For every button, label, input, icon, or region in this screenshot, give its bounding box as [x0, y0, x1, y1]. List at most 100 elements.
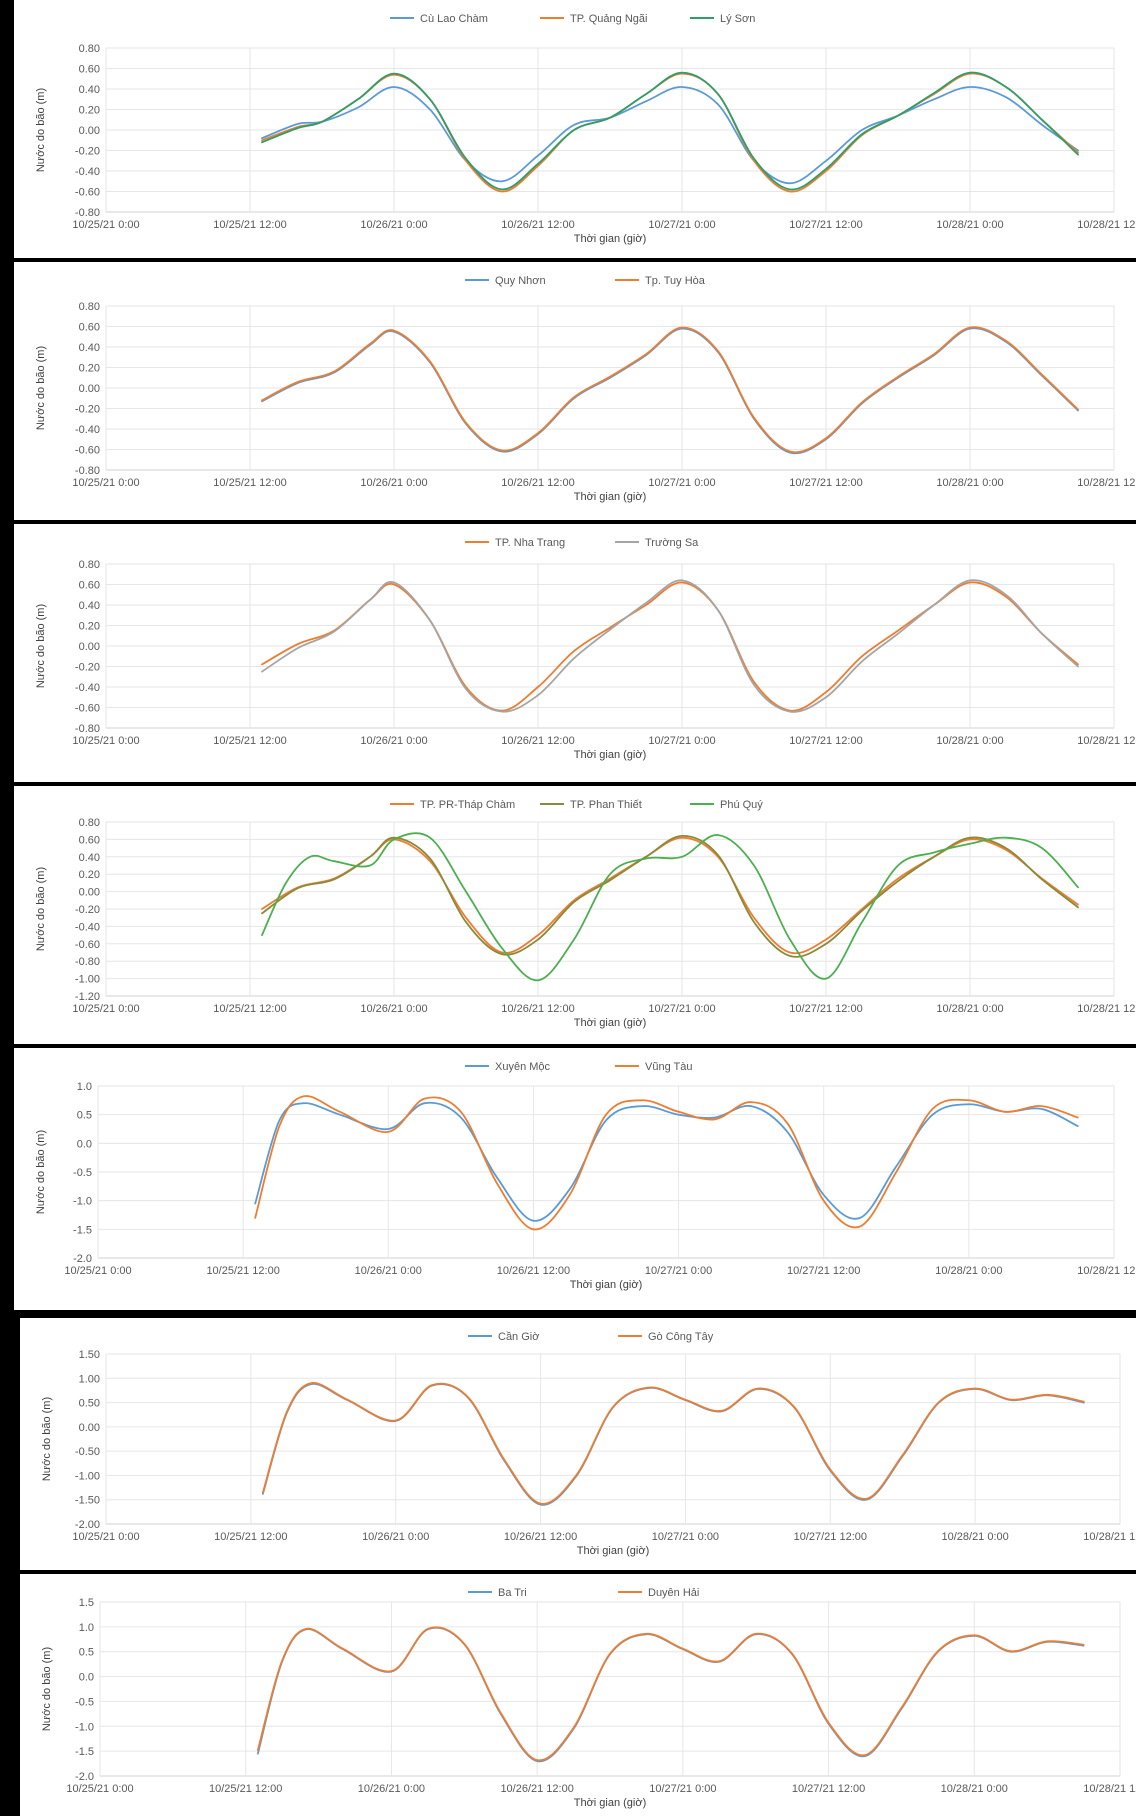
- y-tick-label: 0.60: [79, 64, 100, 76]
- y-axis-title: Nước do bão (m): [41, 1397, 53, 1481]
- y-tick-label: -0.5: [73, 1167, 92, 1179]
- y-tick-label: -0.40: [75, 682, 100, 694]
- x-tick-label: 10/25/21 0:00: [72, 735, 139, 747]
- y-tick-label: 0.00: [79, 125, 100, 137]
- x-tick-label: 10/27/21 12:00: [787, 1265, 860, 1277]
- x-tick-label: 10/26/21 12:00: [501, 735, 574, 747]
- x-tick-label: 10/26/21 12:00: [504, 1531, 577, 1543]
- y-tick-label: 0.80: [79, 817, 100, 829]
- x-tick-label: 10/26/21 12:00: [497, 1265, 570, 1277]
- legend-entry-3: Phú Quý: [720, 799, 763, 811]
- legend-entry-1: Quy Nhơn: [495, 275, 546, 287]
- x-tick-label: 10/25/21 0:00: [66, 1783, 133, 1795]
- y-tick-label: -1.20: [75, 991, 100, 1003]
- y-tick-label: -0.80: [75, 956, 100, 968]
- y-axis-title: Nước do bão (m): [35, 346, 47, 430]
- series-line-1: [261, 836, 1079, 955]
- y-tick-label: 0.50: [79, 1398, 100, 1410]
- x-tick-label: 10/28/21 0:00: [936, 1003, 1003, 1015]
- x-tick-label: 10/26/21 12:00: [501, 219, 574, 231]
- legend-entry-1: Cần Giờ: [498, 1331, 539, 1343]
- chart-svg-5: Xuyên Mộc Vũng Tàu 1.0 0.5 0.0 -0.5 -1.0 -1.5 -2…: [35, 1061, 1136, 1291]
- x-tick-label: 10/27/21 0:00: [648, 477, 715, 489]
- y-tick-label: 0.20: [79, 869, 100, 881]
- x-tick-label: 10/28/21 0:00: [941, 1531, 1008, 1543]
- x-tick-label: 10/26/21 12:00: [500, 1783, 573, 1795]
- y-tick-label: 0.00: [79, 641, 100, 653]
- x-tick-label: 10/28/21 12:00: [1083, 1783, 1136, 1795]
- x-tick-label: 10/27/21 12:00: [789, 735, 862, 747]
- y-tick-label: 0.0: [77, 1138, 92, 1150]
- chart-panel-2: Quy Nhơn Tp. Tuy Hòa 0.80 0.60 0.40 0.20 0.00 -…: [14, 262, 1136, 520]
- x-tick-label: 10/25/21 12:00: [209, 1783, 282, 1795]
- y-tick-label: -0.40: [75, 166, 100, 178]
- y-tick-label: 0.60: [79, 834, 100, 846]
- x-tick-label: 10/28/21 0:00: [935, 1265, 1002, 1277]
- x-tick-label: 10/28/21 12:00: [1077, 1003, 1136, 1015]
- chart-panel-1: Cù Lao Chàm TP. Quảng Ngãi Lý Sơn 0.80 0.60 0…: [14, 0, 1136, 258]
- series-line-1: [261, 86, 1079, 185]
- y-tick-label: -0.60: [75, 445, 100, 457]
- x-tick-label: 10/27/21 0:00: [649, 1783, 716, 1795]
- y-tick-label: -1.00: [75, 974, 100, 986]
- y-tick-label: 0.00: [79, 1422, 100, 1434]
- legend-entry-1: Xuyên Mộc: [495, 1061, 551, 1073]
- x-tick-label: 10/26/21 0:00: [360, 1003, 427, 1015]
- legend-entry-1: Ba Tri: [498, 1587, 527, 1599]
- legend-entry-2: TP. Quảng Ngãi: [570, 13, 647, 25]
- y-tick-label: -0.20: [75, 904, 100, 916]
- y-tick-label: -0.80: [75, 465, 100, 477]
- x-tick-label: 10/27/21 12:00: [794, 1531, 867, 1543]
- y-tick-label: 0.40: [79, 852, 100, 864]
- chart-svg-1: Cù Lao Chàm TP. Quảng Ngãi Lý Sơn 0.80 0.60 0…: [35, 13, 1136, 245]
- legend-entry-1: TP. PR-Tháp Chàm: [420, 799, 515, 811]
- y-tick-label: -0.80: [75, 207, 100, 219]
- x-tick-label: 10/27/21 12:00: [789, 219, 862, 231]
- x-tick-label: 10/27/21 12:00: [789, 1003, 862, 1015]
- y-tick-label: 0.60: [79, 580, 100, 592]
- x-tick-label: 10/28/21 12:00: [1077, 735, 1136, 747]
- x-tick-label: 10/26/21 12:00: [501, 1003, 574, 1015]
- legend-entry-2: Duyên Hải: [648, 1587, 699, 1599]
- legend-entry-2: Tp. Tuy Hòa: [645, 275, 706, 287]
- y-axis-title: Nước do bão (m): [35, 88, 47, 172]
- y-tick-label: -1.00: [75, 1470, 100, 1482]
- y-tick-label: -0.20: [75, 404, 100, 416]
- y-tick-label: 0.60: [79, 322, 100, 334]
- series-line-2: [261, 834, 1079, 958]
- chart-panel-5: Xuyên Mộc Vũng Tàu 1.0 0.5 0.0 -0.5 -1.0 -1.5 -2…: [14, 1048, 1136, 1310]
- x-tick-label: 10/25/21 0:00: [72, 1003, 139, 1015]
- x-tick-label: 10/28/21 12:00: [1077, 1265, 1136, 1277]
- x-axis-title: Thời gian (giờ): [574, 491, 647, 503]
- series-line-2: [254, 1095, 1079, 1231]
- x-tick-label: 10/26/21 0:00: [358, 1783, 425, 1795]
- y-tick-label: 0.5: [77, 1110, 92, 1122]
- x-tick-label: 10/25/21 12:00: [214, 1531, 287, 1543]
- chart-svg-6: Cần Giờ Gò Công Tây 1.50 1.00 0.50 0.00 -0.50 -…: [41, 1331, 1136, 1557]
- y-tick-label: 0.20: [79, 621, 100, 633]
- x-tick-label: 10/26/21 0:00: [360, 735, 427, 747]
- x-tick-label: 10/26/21 0:00: [362, 1531, 429, 1543]
- y-tick-label: 0.20: [79, 363, 100, 375]
- y-tick-label: -0.50: [75, 1446, 100, 1458]
- y-tick-label: 0.80: [79, 301, 100, 313]
- chart-panel-6: Cần Giờ Gò Công Tây 1.50 1.00 0.50 0.00 -0.50 -…: [20, 1318, 1136, 1570]
- y-tick-label: 1.5: [79, 1597, 94, 1609]
- y-tick-label: 0.40: [79, 600, 100, 612]
- x-tick-label: 10/26/21 0:00: [360, 219, 427, 231]
- y-tick-label: -0.60: [75, 187, 100, 199]
- y-axis-title: Nước do bão (m): [35, 604, 47, 688]
- series-line-1: [262, 1383, 1085, 1506]
- y-tick-label: -2.00: [75, 1519, 100, 1531]
- y-tick-label: 0.80: [79, 559, 100, 571]
- x-tick-label: 10/25/21 12:00: [213, 735, 286, 747]
- series-line-1: [261, 581, 1079, 712]
- chart-panel-4: TP. PR-Tháp Chàm TP. Phan Thiết Phú Quý 0.8…: [14, 786, 1136, 1044]
- y-axis-title: Nước do bão (m): [35, 1130, 47, 1214]
- y-tick-label: 0.40: [79, 342, 100, 354]
- legend-entry-2: Gò Công Tây: [648, 1331, 714, 1343]
- x-tick-label: 10/25/21 0:00: [72, 219, 139, 231]
- y-tick-label: 0.0: [79, 1672, 94, 1684]
- x-tick-label: 10/25/21 12:00: [206, 1265, 279, 1277]
- chart-svg-7: Ba Tri Duyên Hải 1.5 1.0 0.5 0.0 -0.5 -1.0 -1.5 -…: [41, 1587, 1136, 1809]
